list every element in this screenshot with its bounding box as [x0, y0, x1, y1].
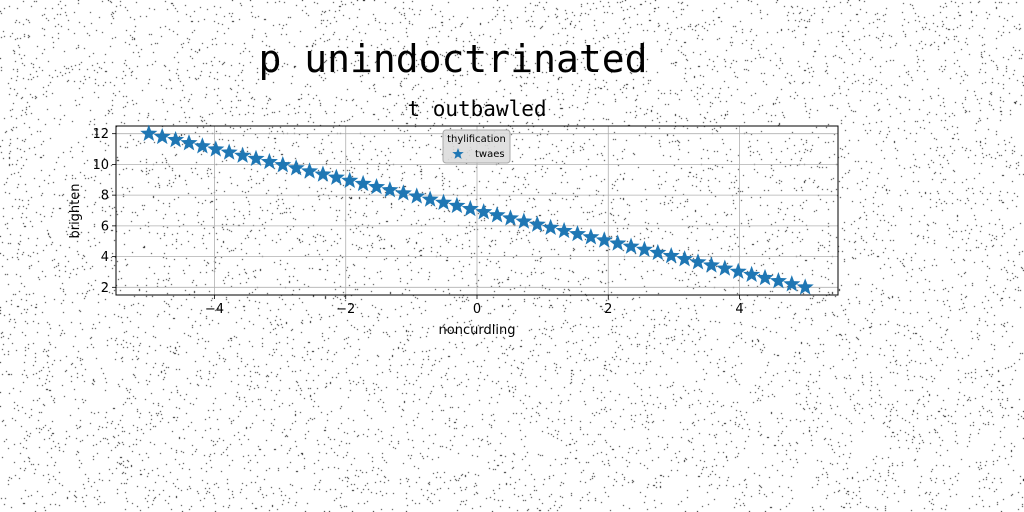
data-point: [381, 181, 399, 198]
y-axis-label: brighten: [68, 183, 83, 238]
chart-title: t outbawled: [407, 97, 546, 121]
data-point: [367, 177, 386, 195]
data-point: [729, 262, 747, 279]
data-point: [635, 240, 653, 257]
data-point: [528, 215, 546, 232]
data-point: [167, 130, 185, 148]
y-tick-label: 10: [92, 158, 109, 173]
data-point: [434, 193, 453, 210]
data-point: [314, 165, 332, 182]
data-point: [609, 234, 627, 251]
legend-label-twaes: twaes: [475, 149, 505, 160]
data-point: [247, 149, 265, 167]
data-point: [274, 156, 292, 173]
data-point: [341, 171, 359, 188]
data-point: [622, 237, 640, 254]
x-tick-label: −2: [336, 302, 355, 317]
y-tick-label: 6: [101, 219, 109, 234]
y-tick-label: 12: [92, 127, 109, 142]
data-point: [287, 159, 305, 176]
x-tick-label: 2: [604, 302, 612, 317]
data-point: [702, 256, 720, 273]
x-tick-label: −4: [205, 302, 224, 317]
y-tick-label: 2: [101, 281, 109, 296]
data-point: [153, 127, 171, 145]
data-point: [716, 259, 734, 276]
legend-star-glyph: [452, 148, 464, 159]
x-axis-label: noncurdling: [439, 323, 516, 338]
legend-marker-star: [452, 148, 464, 159]
data-point: [582, 228, 600, 245]
y-tick-label: 4: [101, 250, 109, 265]
data-point: [662, 246, 680, 264]
y-axis-ticks: 2 4 6 8 10 12: [92, 127, 116, 296]
data-point: [743, 265, 761, 283]
y-tick-label: 8: [101, 189, 109, 204]
data-point: [461, 199, 479, 217]
data-point: [568, 225, 587, 242]
data-point: [555, 221, 573, 239]
figure-suptitle: p unindoctrinated: [259, 37, 648, 81]
data-point: [488, 206, 506, 223]
data-point: [689, 253, 707, 270]
data-point: [207, 140, 225, 157]
x-tick-label: 4: [735, 302, 743, 317]
data-point: [595, 231, 613, 248]
legend-title: thylification: [447, 134, 506, 145]
data-point: [394, 184, 412, 201]
data-point: [796, 278, 814, 295]
data-point: [448, 196, 466, 214]
x-tick-label: 0: [473, 302, 481, 317]
data-point: [408, 187, 426, 204]
data-point: [475, 203, 493, 220]
data-point: [542, 218, 560, 236]
data-point: [260, 152, 278, 170]
series-twaes: [140, 124, 814, 295]
data-point: [421, 190, 439, 207]
data-point: [193, 137, 211, 154]
data-point: [301, 162, 319, 179]
data-point: [354, 174, 372, 192]
data-point: [515, 212, 533, 229]
data-point: [676, 250, 694, 267]
data-point: [769, 272, 787, 289]
data-point: [180, 134, 198, 151]
data-point: [783, 275, 801, 292]
legend: thylification twaes: [442, 129, 511, 164]
data-point: [220, 143, 238, 160]
x-axis-ticks: −4 −2 0 2 4: [205, 295, 744, 317]
data-point: [140, 124, 158, 141]
data-point: [756, 268, 774, 286]
data-point: [501, 209, 520, 226]
data-point: [327, 168, 345, 185]
data-point: [649, 243, 667, 261]
data-point: [234, 146, 252, 163]
